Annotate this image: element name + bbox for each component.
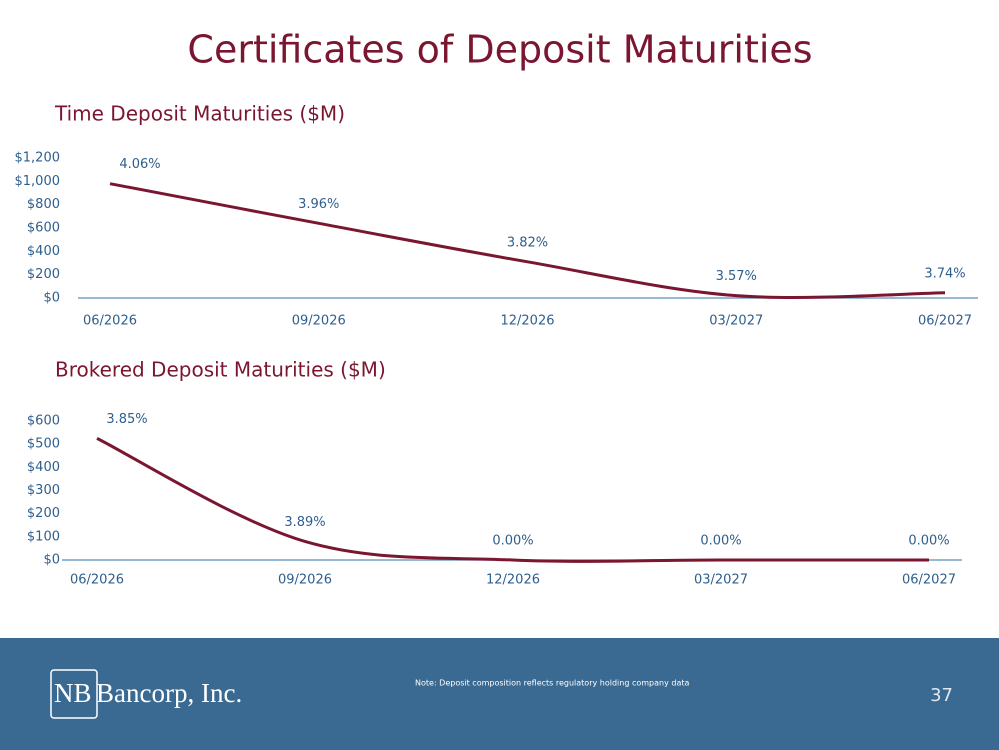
point-label: 3.57% — [716, 269, 757, 284]
y-tick-label: $500 — [27, 437, 60, 452]
x-tick-label: 03/2027 — [694, 573, 748, 588]
y-tick-label: $300 — [27, 483, 60, 498]
x-tick-label: 06/2026 — [83, 314, 137, 329]
logo-box — [50, 669, 98, 719]
y-tick-label: $200 — [27, 506, 60, 521]
y-tick-label: $1,200 — [15, 151, 61, 166]
point-label: 3.82% — [507, 235, 548, 250]
x-tick-label: 06/2027 — [902, 573, 956, 588]
y-tick-label: $400 — [27, 460, 60, 475]
point-label: 0.00% — [492, 534, 533, 549]
y-tick-label: $0 — [43, 291, 60, 306]
y-tick-label: $600 — [27, 221, 60, 236]
x-tick-label: 03/2027 — [709, 314, 763, 329]
y-tick-label: $1,000 — [15, 174, 61, 189]
x-tick-label: 06/2026 — [70, 573, 124, 588]
point-label: 3.85% — [106, 412, 147, 427]
footer-note: Note: Deposit composition reflects regul… — [415, 679, 689, 688]
point-label: 3.89% — [284, 515, 325, 530]
point-label: 4.06% — [119, 157, 160, 172]
chart-title: Brokered Deposit Maturities ($M) — [55, 358, 386, 382]
y-tick-label: $200 — [27, 267, 60, 282]
footer-band — [0, 638, 999, 750]
y-tick-label: $600 — [27, 414, 60, 429]
y-tick-label: $800 — [27, 197, 60, 212]
logo-text: Bancorp, Inc. — [96, 678, 242, 708]
point-label: 3.74% — [924, 266, 965, 281]
y-tick-label: $400 — [27, 244, 60, 259]
x-tick-label: 09/2026 — [292, 314, 346, 329]
logo-mark: NB — [54, 678, 92, 708]
point-label: 0.00% — [908, 534, 949, 549]
point-label: 3.96% — [298, 197, 339, 212]
point-label: 0.00% — [700, 534, 741, 549]
y-tick-label: $100 — [27, 529, 60, 544]
page-number: 37 — [930, 685, 953, 706]
slide-title: Certificates of Deposit Maturities — [187, 28, 812, 72]
chart-title: Time Deposit Maturities ($M) — [54, 102, 345, 126]
x-tick-label: 06/2027 — [918, 314, 972, 329]
x-tick-label: 12/2026 — [486, 573, 540, 588]
x-tick-label: 12/2026 — [500, 314, 554, 329]
y-tick-label: $0 — [43, 553, 60, 568]
line-series — [109, 182, 946, 299]
x-tick-label: 09/2026 — [278, 573, 332, 588]
line-series — [96, 437, 929, 563]
